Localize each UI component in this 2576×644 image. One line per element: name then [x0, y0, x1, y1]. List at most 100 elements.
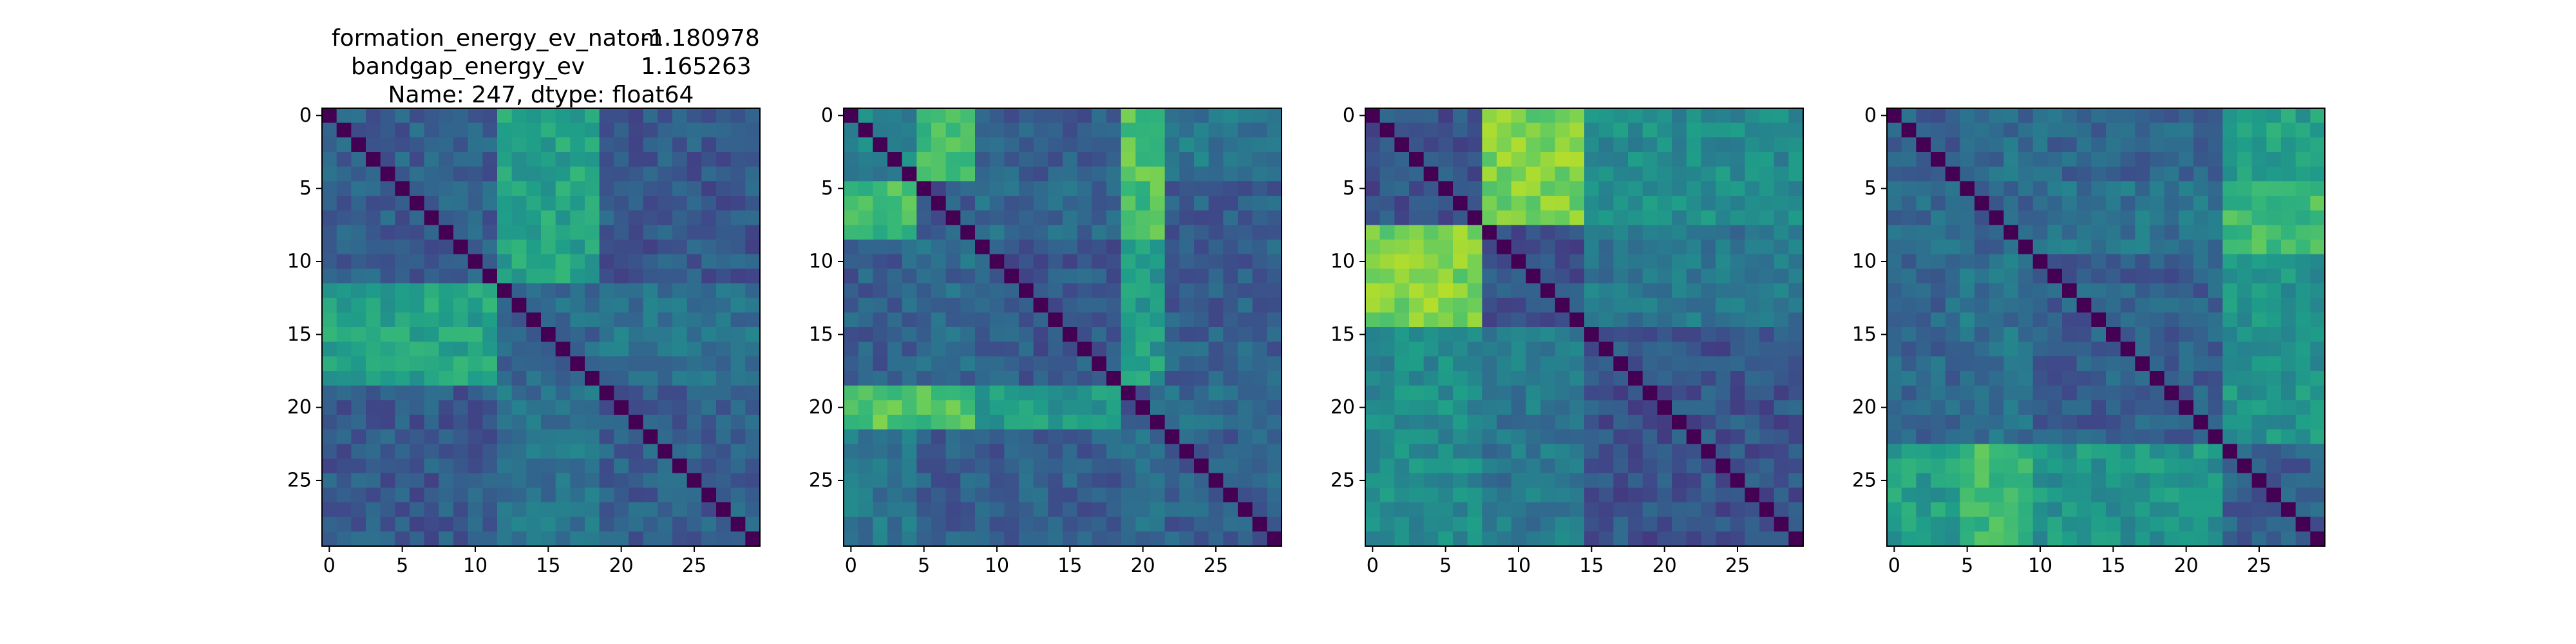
heatmap-cell [1135, 269, 1151, 284]
heatmap-cell [2281, 531, 2297, 547]
heatmap-cell [614, 210, 629, 225]
heatmap-cell [1004, 225, 1019, 240]
heatmap-cell [1004, 415, 1019, 430]
heatmap-cell [1063, 429, 1078, 444]
heatmap-cell [730, 488, 746, 503]
heatmap-cell [945, 429, 961, 444]
heatmap-cell [1365, 298, 1381, 313]
heatmap-cell [1106, 516, 1122, 532]
heatmap-cell [1048, 415, 1063, 430]
heatmap-cell [2091, 371, 2107, 386]
heatmap-cell [902, 488, 917, 503]
heatmap-cell [351, 122, 366, 138]
heatmap-cell [989, 254, 1005, 269]
heatmap-cell [1569, 531, 1585, 547]
heatmap-cell [931, 181, 947, 196]
heatmap-cell [1379, 283, 1395, 299]
heatmap-cell [1438, 312, 1454, 328]
heatmap-cell [2003, 152, 2019, 167]
heatmap-cell [1453, 122, 1468, 138]
heatmap-cell [989, 240, 1005, 255]
heatmap-cell [1179, 371, 1195, 386]
heatmap-cell [701, 371, 717, 386]
heatmap-cell [541, 108, 556, 124]
heatmap-cell [701, 166, 717, 182]
heatmap-cell [497, 283, 513, 299]
heatmap-cell [2193, 459, 2209, 474]
heatmap-cell [1179, 444, 1195, 459]
heatmap-cell [1164, 429, 1180, 444]
heatmap-cell [1106, 181, 1122, 196]
heatmap-cell [1788, 122, 1804, 138]
heatmap-cell [2032, 502, 2048, 518]
heatmap-cell [945, 356, 961, 372]
heatmap-cell [716, 166, 732, 182]
heatmap-cell [1642, 269, 1658, 284]
heatmap-cell [395, 254, 410, 269]
heatmap-cell [1945, 327, 1960, 343]
heatmap-cell [1989, 137, 2004, 153]
heatmap-cell [2120, 269, 2136, 284]
heatmap-cell [526, 516, 542, 532]
heatmap-cell [2237, 137, 2253, 153]
heatmap-cell [1106, 371, 1122, 386]
heatmap-cell [1106, 210, 1122, 225]
heatmap-cell [1642, 210, 1658, 225]
heatmap-cell [1150, 502, 1166, 518]
heatmap-cell [2295, 166, 2311, 182]
heatmap-cell [902, 356, 917, 372]
heatmap-cell [1613, 459, 1629, 474]
heatmap-cell [2076, 196, 2092, 211]
heatmap-cell [1063, 502, 1078, 518]
heatmap-cell [1238, 502, 1253, 518]
heatmap-cell [1092, 400, 1107, 415]
heatmap-cell [1657, 385, 1672, 401]
heatmap-cell [1759, 531, 1775, 547]
heatmap-cell [1223, 269, 1238, 284]
heatmap-cell [1730, 283, 1745, 299]
heatmap-cell [1511, 488, 1526, 503]
heatmap-cell [1759, 429, 1775, 444]
heatmap-cell [2193, 415, 2209, 430]
heatmap-cell [1267, 166, 1282, 182]
heatmap-cell [1150, 516, 1166, 532]
heatmap-cell [351, 459, 366, 474]
heatmap-cell [1686, 371, 1701, 386]
heatmap-cell [1701, 459, 1716, 474]
heatmap-cell [887, 356, 903, 372]
heatmap-cell [1788, 356, 1804, 372]
heatmap-cell [2281, 108, 2297, 124]
heatmap-cell [1267, 254, 1282, 269]
heatmap-cell [526, 429, 542, 444]
heatmap-cell [453, 429, 469, 444]
heatmap-cell [1033, 312, 1048, 328]
heatmap-cell [555, 356, 571, 372]
heatmap-cell [1179, 210, 1195, 225]
heatmap-cell [975, 152, 990, 167]
heatmap-cell [1931, 254, 1946, 269]
heatmap-cell [945, 473, 961, 488]
heatmap-cell [1409, 122, 1425, 138]
heatmap-cell [858, 269, 873, 284]
heatmap-cell [1208, 254, 1224, 269]
heatmap-cell [497, 122, 513, 138]
heatmap-cell [336, 225, 352, 240]
heatmap-cell [1989, 459, 2004, 474]
heatmap-cell [1106, 531, 1122, 547]
heatmap-cell [1238, 473, 1253, 488]
heatmap-cell [410, 166, 425, 182]
heatmap-cell [687, 429, 702, 444]
heatmap-cell [1975, 502, 1990, 518]
x-tick-label: 10 [463, 554, 488, 577]
heatmap-cell [2091, 531, 2107, 547]
heatmap-cell [1511, 356, 1526, 372]
heatmap-cell [1975, 473, 1990, 488]
heatmap-cell [1063, 240, 1078, 255]
heatmap-cell [989, 444, 1005, 459]
heatmap-cell [2266, 225, 2282, 240]
heatmap-cell [424, 516, 439, 532]
heatmap-cell [2150, 298, 2165, 313]
heatmap-cell [2135, 488, 2150, 503]
x-tick-label: 25 [1725, 554, 1750, 577]
heatmap-cell [1642, 415, 1658, 430]
